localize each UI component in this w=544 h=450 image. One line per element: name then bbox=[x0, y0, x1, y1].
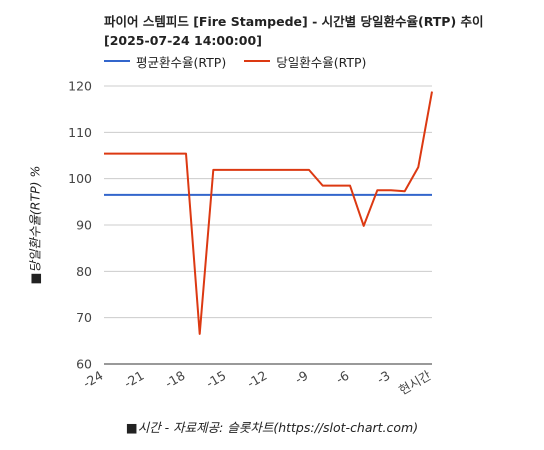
chart-title-line-2: [2025-07-24 14:00:00] bbox=[104, 33, 262, 48]
legend-label-average: 평균환수율(RTP) bbox=[136, 54, 227, 70]
y-tick-label-80: 80 bbox=[76, 264, 92, 279]
legend-item-daily[interactable]: 당일환수율(RTP) bbox=[244, 52, 366, 71]
x-tick-label-6: -6 bbox=[333, 368, 351, 387]
chart-title: 파이어 스템피드 [Fire Stampede] - 시간별 당일환수율(RTP… bbox=[104, 12, 484, 50]
chart-title-line-1: 파이어 스템피드 [Fire Stampede] - 시간별 당일환수율(RTP… bbox=[104, 14, 484, 29]
x-tick-label-1: -21 bbox=[121, 368, 146, 391]
series-line-1 bbox=[104, 91, 433, 335]
chart-legend: 평균환수율(RTP) 당일환수율(RTP) bbox=[104, 52, 384, 71]
legend-swatch-daily bbox=[244, 60, 271, 62]
y-axis-title: ■당일환수율(RTP) % bbox=[27, 165, 43, 285]
y-tick-label-90: 90 bbox=[76, 218, 92, 233]
legend-label-daily: 당일환수율(RTP) bbox=[276, 54, 367, 70]
y-tick-label-60: 60 bbox=[76, 357, 92, 372]
y-tick-label-110: 110 bbox=[68, 125, 92, 140]
x-axis-title: ■시간 - 자료제공: 슬롯차트(https://slot-chart.com) bbox=[125, 420, 419, 435]
y-tick-label-120: 120 bbox=[68, 79, 92, 94]
x-tick-label-2: -18 bbox=[162, 368, 187, 391]
y-tick-label-70: 70 bbox=[76, 310, 92, 325]
y-tick-label-100: 100 bbox=[68, 171, 92, 186]
x-tick-label-4: -12 bbox=[244, 368, 269, 391]
legend-swatch-average bbox=[104, 60, 130, 62]
x-tick-label-8: 현시간 bbox=[396, 367, 434, 397]
x-tick-label-7: -3 bbox=[374, 368, 392, 387]
legend-item-average[interactable]: 평균환수율(RTP) bbox=[104, 52, 226, 71]
x-tick-label-3: -15 bbox=[203, 368, 228, 391]
x-tick-label-5: -9 bbox=[292, 368, 310, 387]
